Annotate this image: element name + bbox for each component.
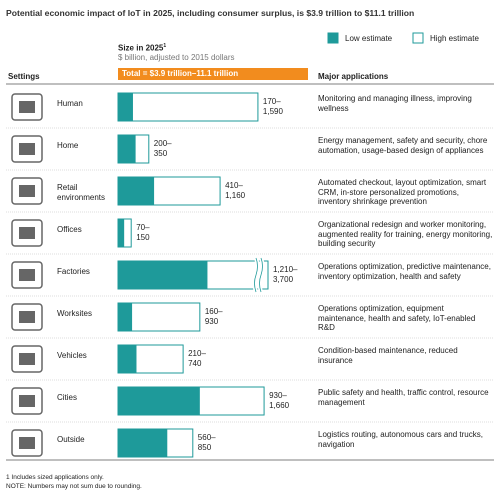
legend-label: High estimate [430, 34, 479, 43]
application-text: Monitoring and managing illness, improvi… [318, 94, 472, 113]
bar-low [118, 303, 133, 331]
bar-low [118, 429, 168, 457]
value-label-high: 740 [188, 359, 202, 368]
category-label: Human [57, 99, 83, 108]
settings-header: Settings [8, 72, 40, 81]
bar-low [118, 387, 200, 415]
value-label-high: 1,590 [262, 107, 283, 116]
applications-header: Major applications [318, 72, 389, 81]
axis-break-line [254, 257, 263, 293]
bar-high [117, 92, 259, 122]
value-label-low: 410– [225, 181, 243, 190]
legend-swatch [412, 32, 424, 44]
icon-detail [19, 311, 35, 323]
application-text: Energy management, safety and security, … [318, 136, 488, 155]
application-text: Public safety and health, traffic contro… [318, 388, 489, 407]
bar-low [118, 93, 133, 121]
bar-low [118, 135, 136, 163]
icon-detail [19, 353, 35, 365]
value-label-low: 200– [153, 139, 172, 148]
category-label: Vehicles [57, 351, 87, 360]
application-text: Logistics routing, autonomous cars and t… [318, 430, 483, 449]
application-text: Condition-based maintenance, reduced ins… [318, 346, 458, 365]
value-label-low: 70– [136, 223, 150, 232]
chart-title: Potential economic impact of IoT in 2025… [6, 8, 415, 18]
icon-detail [19, 269, 35, 281]
category-label: Offices [57, 225, 82, 234]
legend-swatch [327, 32, 339, 44]
value-label-high: 1,660 [269, 401, 290, 410]
size-header: Size in 20251 [118, 42, 166, 53]
value-label-high: 1,160 [225, 191, 246, 200]
icon-detail [19, 101, 35, 113]
category-label: Outside [57, 435, 85, 444]
value-label-low: 210– [188, 349, 206, 358]
value-label-high: 150 [136, 233, 150, 242]
value-label-low: 1,210– [273, 265, 298, 274]
icon-detail [19, 437, 35, 449]
note: NOTE: Numbers may not sum due to roundin… [6, 483, 142, 490]
size-header-text: Size in 2025 [118, 43, 164, 53]
category-label: Home [57, 141, 79, 150]
application-text: Operations optimization, predictive main… [318, 262, 491, 281]
total-banner: Total = $3.9 trillion–11.1 trillion [118, 68, 308, 80]
value-label-low: 170– [262, 97, 281, 106]
size-subheader: $ billion, adjusted to 2015 dollars [118, 53, 235, 62]
bar-low [118, 261, 208, 289]
value-label-low: 930– [269, 391, 287, 400]
bar-low [118, 345, 137, 373]
icon-detail [19, 395, 35, 407]
value-label-high: 850 [197, 443, 212, 452]
category-label: Factories [57, 267, 90, 276]
category-label: Worksites [57, 309, 92, 318]
bar-low [118, 219, 125, 247]
bar-low [118, 177, 155, 205]
application-text: Operations optimization, equipment maint… [318, 304, 476, 332]
category-label: Cities [57, 393, 78, 402]
value-label-high: 930 [204, 317, 219, 326]
application-text: Organizational redesign and worker monit… [318, 220, 493, 248]
icon-detail [19, 227, 35, 239]
icon-detail [19, 185, 35, 197]
application-text: Automated checkout, layout optimization,… [318, 178, 487, 206]
value-label-high: 350 [153, 149, 168, 158]
value-label-low: 160– [204, 307, 223, 316]
value-label-low: 560– [197, 433, 216, 442]
legend-label: Low estimate [345, 34, 393, 43]
icon-detail [19, 143, 35, 155]
category-label: Retail environments [57, 183, 106, 202]
footnote: 1 Includes sized applications only. [6, 474, 104, 481]
value-label-high: 3,700 [273, 275, 294, 284]
footnote-mark: 1 [163, 43, 167, 49]
